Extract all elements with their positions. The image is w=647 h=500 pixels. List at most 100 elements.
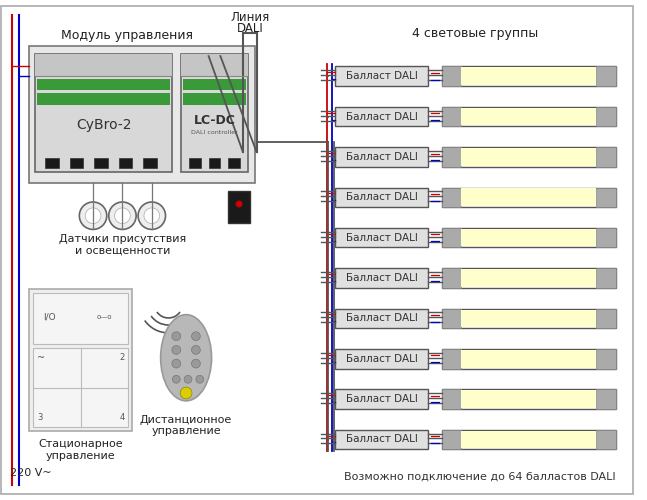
Bar	[442, 390, 461, 409]
Bar	[38, 78, 170, 90]
Bar	[45, 158, 59, 168]
Text: Возможно подключение до 64 балластов DALI: Возможно подключение до 64 балластов DAL…	[344, 472, 616, 482]
Text: CyBro-2: CyBro-2	[76, 118, 131, 132]
Bar	[442, 349, 616, 368]
Bar	[33, 348, 128, 428]
Bar	[597, 228, 616, 248]
Bar	[118, 158, 132, 168]
Text: 4: 4	[119, 414, 124, 422]
Text: Балласт DALI: Балласт DALI	[345, 152, 417, 162]
Bar	[597, 430, 616, 449]
Bar	[183, 94, 246, 105]
Bar	[335, 268, 428, 288]
Text: Балласт DALI: Балласт DALI	[345, 192, 417, 202]
Text: Модуль управления: Модуль управления	[61, 30, 193, 43]
Bar	[597, 66, 616, 86]
Bar	[29, 46, 255, 184]
Bar	[461, 148, 597, 166]
Bar	[181, 54, 248, 76]
Bar	[335, 66, 428, 86]
Circle shape	[236, 200, 243, 207]
Bar	[442, 66, 461, 86]
Text: 3: 3	[38, 414, 43, 422]
Bar	[597, 390, 616, 409]
Bar	[183, 78, 246, 90]
Text: Балласт DALI: Балласт DALI	[345, 434, 417, 444]
Circle shape	[80, 202, 107, 230]
Text: Балласт DALI: Балласт DALI	[345, 394, 417, 404]
Bar	[461, 350, 597, 368]
Circle shape	[172, 332, 181, 340]
Bar	[442, 268, 616, 288]
Circle shape	[192, 332, 201, 340]
Bar	[442, 308, 616, 328]
Text: o—o: o—o	[97, 314, 113, 320]
Text: LC-DC: LC-DC	[193, 114, 236, 127]
Circle shape	[109, 202, 136, 230]
Bar	[442, 430, 461, 449]
Bar	[35, 54, 172, 172]
Bar	[442, 188, 616, 207]
Bar	[597, 147, 616, 167]
Circle shape	[196, 376, 204, 383]
Text: 2: 2	[119, 353, 124, 362]
Bar	[442, 390, 616, 409]
Bar	[335, 390, 428, 409]
Bar	[335, 349, 428, 368]
Bar	[335, 188, 428, 207]
Circle shape	[192, 359, 201, 368]
Text: Балласт DALI: Балласт DALI	[345, 71, 417, 81]
Bar	[442, 188, 461, 207]
Bar	[442, 228, 461, 248]
Circle shape	[144, 208, 160, 224]
Text: Стационарное
управление: Стационарное управление	[38, 439, 123, 460]
Bar	[461, 390, 597, 408]
Circle shape	[138, 202, 166, 230]
Bar	[597, 268, 616, 288]
Bar	[189, 158, 201, 168]
Bar	[35, 54, 172, 76]
Bar	[597, 349, 616, 368]
Bar	[461, 430, 597, 448]
Bar	[597, 107, 616, 126]
Bar	[461, 108, 597, 126]
Bar	[442, 430, 616, 449]
Bar	[442, 107, 616, 126]
Circle shape	[115, 208, 130, 224]
Text: Датчики присутствия
и освещенности: Датчики присутствия и освещенности	[59, 234, 186, 256]
Text: Балласт DALI: Балласт DALI	[345, 314, 417, 324]
Circle shape	[192, 346, 201, 354]
Circle shape	[85, 208, 101, 224]
Bar	[228, 158, 240, 168]
Bar	[461, 68, 597, 85]
Bar	[38, 94, 170, 105]
Bar	[461, 269, 597, 287]
Circle shape	[172, 346, 181, 354]
Bar	[442, 107, 461, 126]
Circle shape	[172, 376, 181, 383]
Bar	[335, 228, 428, 248]
Text: ~: ~	[38, 353, 45, 363]
Text: Балласт DALI: Балласт DALI	[345, 232, 417, 242]
Bar	[442, 66, 616, 86]
Text: Балласт DALI: Балласт DALI	[345, 273, 417, 283]
Text: 220 V~: 220 V~	[10, 468, 51, 478]
Bar	[461, 310, 597, 327]
Bar	[335, 147, 428, 167]
Bar	[442, 308, 461, 328]
Bar	[181, 54, 248, 172]
Text: Балласт DALI: Балласт DALI	[345, 354, 417, 364]
Bar	[461, 229, 597, 246]
Circle shape	[172, 359, 181, 368]
Bar	[94, 158, 108, 168]
Text: Балласт DALI: Балласт DALI	[345, 112, 417, 122]
Text: 4 световые группы: 4 световые группы	[412, 28, 539, 40]
Text: Дистанционное
управление: Дистанционное управление	[140, 414, 232, 436]
Bar	[597, 308, 616, 328]
Ellipse shape	[160, 314, 212, 401]
Text: DALI controller: DALI controller	[191, 130, 238, 135]
Bar	[208, 158, 221, 168]
Bar	[442, 268, 461, 288]
Text: Линия: Линия	[230, 11, 269, 24]
Bar	[461, 188, 597, 206]
